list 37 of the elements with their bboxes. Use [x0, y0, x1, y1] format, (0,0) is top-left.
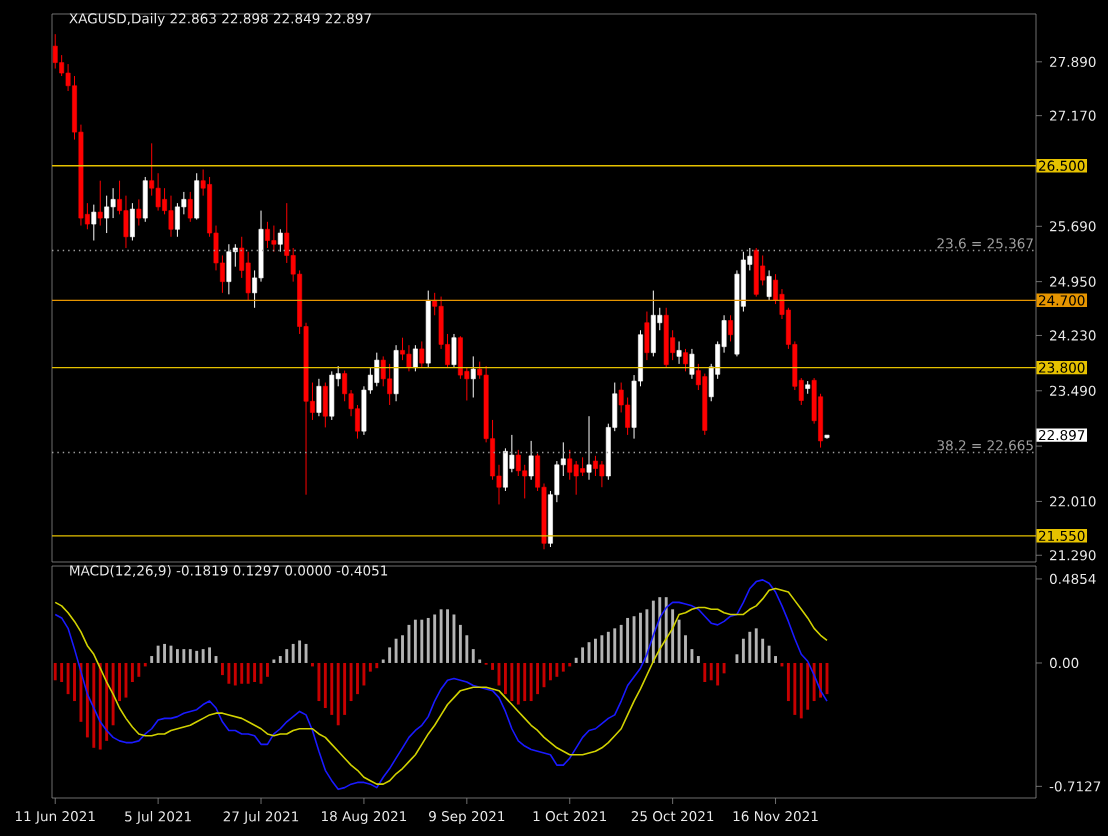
candlestick	[644, 311, 650, 361]
candlestick	[728, 314, 733, 342]
candlestick	[683, 348, 688, 372]
candlestick	[226, 243, 232, 295]
candlestick	[419, 340, 425, 369]
candlestick	[753, 247, 759, 298]
candlestick	[689, 348, 695, 380]
candlestick	[129, 202, 135, 242]
candlestick	[329, 370, 335, 421]
candlestick	[91, 204, 97, 242]
candlestick	[271, 225, 277, 253]
candlestick	[451, 333, 457, 369]
candlestick	[528, 440, 534, 481]
candlestick	[97, 180, 103, 227]
candlestick	[412, 344, 418, 372]
candlestick	[52, 33, 58, 70]
candlestick	[374, 352, 380, 387]
candlestick	[194, 172, 200, 221]
candlestick	[104, 195, 110, 234]
candlestick	[766, 269, 772, 301]
candlestick	[187, 191, 193, 223]
candlestick	[676, 340, 682, 365]
candlestick	[387, 363, 393, 406]
candlestick	[599, 460, 605, 488]
candlestick	[142, 176, 148, 223]
candlestick	[580, 456, 586, 477]
candlestick	[316, 378, 322, 417]
candlestick	[406, 344, 412, 372]
candlestick	[136, 198, 142, 227]
candlestick	[265, 221, 270, 249]
candlestick	[322, 382, 328, 428]
candlestick	[393, 344, 399, 402]
candlestick	[650, 290, 656, 357]
candlestick	[586, 415, 592, 481]
candlestick	[168, 195, 174, 238]
candlestick	[277, 228, 283, 253]
candlestick	[470, 355, 476, 399]
